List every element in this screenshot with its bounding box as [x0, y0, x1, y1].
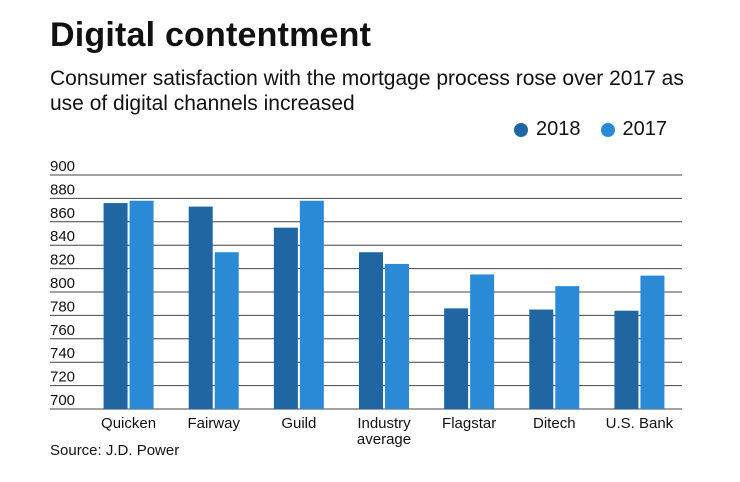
legend-label-2017: 2017: [622, 118, 668, 140]
y-tick-label-840: 840: [50, 228, 75, 245]
bar-2017-quicken: [129, 200, 154, 409]
y-tick-label-860: 860: [50, 205, 75, 222]
bar-2017-flagstar: [470, 274, 495, 409]
y-tick-label-720: 720: [50, 369, 75, 386]
bar-2018-u-s-bank: [614, 310, 639, 409]
bar-2017-guild: [299, 200, 324, 409]
y-tick-label-780: 780: [50, 298, 75, 315]
y-tick-label-800: 800: [50, 275, 75, 292]
legend-item-2018: 2018: [514, 118, 581, 141]
y-tick-label-900: 900: [50, 158, 75, 175]
y-tick-label-700: 700: [50, 392, 75, 409]
y-tick-label-820: 820: [50, 252, 75, 269]
x-tick-label-quicken: Quicken: [101, 415, 156, 432]
legend: 2018 2017: [514, 118, 687, 141]
legend-label-2018: 2018: [536, 118, 581, 140]
bar-2018-ditech: [529, 309, 554, 409]
source-note: Source: J.D. Power: [50, 442, 180, 459]
chart-subtitle: Consumer satisfaction with the mortgage …: [50, 67, 684, 115]
bar-2017-ditech: [555, 286, 580, 409]
y-tick-label-760: 760: [50, 322, 75, 339]
bar-2018-fairway: [188, 206, 213, 409]
bar-2018-industry-average: [359, 252, 383, 409]
bar-2018-flagstar: [444, 308, 469, 409]
bar-2018-quicken: [103, 203, 128, 409]
legend-swatch-2017: [600, 122, 615, 137]
x-tick-label-guild: Guild: [281, 415, 316, 432]
x-tick-label-u-s-bank: U.S. Bank: [606, 415, 674, 432]
bar-2018-guild: [273, 227, 298, 409]
chart-title: Digital contentment: [50, 16, 372, 54]
x-tick-label-industry-average: Industry average: [357, 415, 411, 448]
y-tick-label-740: 740: [50, 345, 75, 362]
legend-swatch-2018: [514, 122, 528, 137]
bar-2017-industry-average: [385, 263, 409, 409]
x-tick-label-fairway: Fairway: [187, 415, 240, 432]
legend-item-2017: 2017: [600, 118, 668, 141]
x-tick-label-flagstar: Flagstar: [442, 415, 496, 432]
bar-2017-u-s-bank: [640, 275, 665, 409]
x-tick-label-ditech: Ditech: [533, 415, 576, 432]
bar-2017-fairway: [214, 252, 239, 409]
y-tick-label-880: 880: [50, 181, 75, 198]
